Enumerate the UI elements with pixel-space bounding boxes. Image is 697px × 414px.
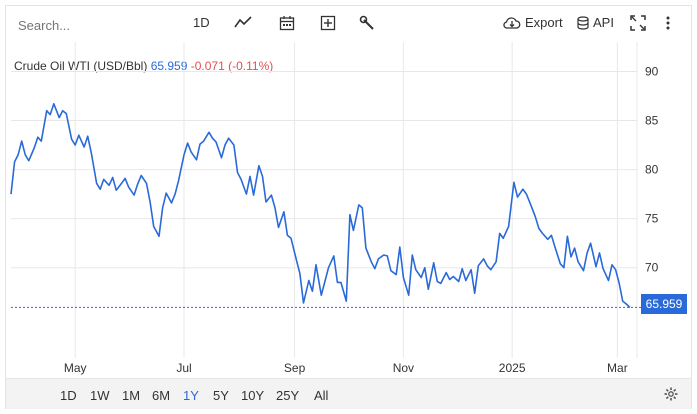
price-chart[interactable]: 90 85 80 75 70 May Jul Sep Nov 2025 Mar <box>0 42 697 378</box>
current-price: 65.959 <box>150 59 188 73</box>
line-chart-icon[interactable] <box>234 15 252 29</box>
range-5y[interactable]: 5Y <box>213 388 229 403</box>
x-tick-label: Jul <box>176 361 191 375</box>
range-1w[interactable]: 1W <box>90 388 110 403</box>
range-1y[interactable]: 1Y <box>183 388 199 403</box>
database-icon <box>577 15 589 30</box>
calendar-icon[interactable] <box>279 15 295 31</box>
y-tick-label: 85 <box>645 114 659 128</box>
chart-grid <box>11 42 638 358</box>
y-axis: 90 85 80 75 70 <box>645 64 659 274</box>
api-button[interactable]: API <box>577 15 614 30</box>
instrument-name: Crude Oil WTI (USD/Bbl) <box>14 59 148 73</box>
y-tick-label: 70 <box>645 261 659 275</box>
cloud-download-icon <box>503 16 521 30</box>
x-tick-label: 2025 <box>499 361 526 375</box>
more-vertical-icon[interactable] <box>665 15 671 31</box>
export-button[interactable]: Export <box>503 15 563 30</box>
chart-header: Crude Oil WTI (USD/Bbl) 65.959 -0.071 (-… <box>14 59 273 73</box>
wrench-icon[interactable] <box>359 15 375 31</box>
x-tick-label: May <box>64 361 87 375</box>
plus-box-icon[interactable] <box>320 15 336 31</box>
interval-selector[interactable]: 1D <box>193 15 210 30</box>
range-all[interactable]: All <box>314 388 329 403</box>
api-label: API <box>593 15 614 30</box>
chart-widget <box>5 5 692 409</box>
price-change: -0.071 (-0.11%) <box>190 59 274 73</box>
x-axis: May Jul Sep Nov 2025 Mar <box>64 361 628 375</box>
range-bar: 1D 1W 1M 6M 1Y 5Y 10Y 25Y All <box>6 378 691 409</box>
x-tick-label: Sep <box>284 361 306 375</box>
gear-icon[interactable] <box>664 387 678 406</box>
search-input[interactable] <box>18 18 138 33</box>
range-1d[interactable]: 1D <box>60 388 77 403</box>
y-tick-label: 80 <box>645 163 659 177</box>
range-6m[interactable]: 6M <box>152 388 171 403</box>
x-tick-label: Nov <box>393 361 414 375</box>
y-tick-label: 75 <box>645 212 659 226</box>
range-25y[interactable]: 25Y <box>276 388 300 403</box>
range-10y[interactable]: 10Y <box>241 388 265 403</box>
fullscreen-icon[interactable] <box>630 15 646 31</box>
y-tick-label: 90 <box>645 64 659 78</box>
export-label: Export <box>525 15 563 30</box>
price-series-line <box>10 103 631 308</box>
x-tick-label: Mar <box>607 361 628 375</box>
range-1m[interactable]: 1M <box>122 388 141 403</box>
chart-toolbar: 1D Export API <box>6 6 691 42</box>
last-price-tag: 65.959 <box>641 294 687 314</box>
